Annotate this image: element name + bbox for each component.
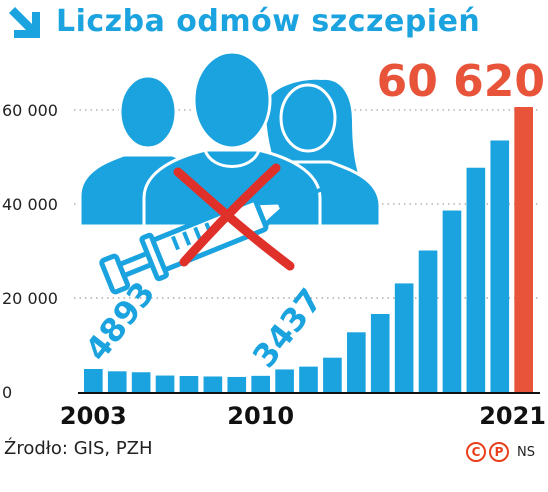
bar-2019	[466, 167, 486, 392]
bar-2020	[490, 140, 510, 392]
bar-2017	[418, 250, 438, 392]
vaccine-refusal-illustration	[78, 50, 382, 295]
arrow-down-right-icon	[9, 7, 40, 38]
credit: C P NS	[466, 440, 535, 464]
bar-2014	[346, 332, 366, 392]
bar-2013	[323, 357, 342, 392]
bar-2008	[203, 376, 223, 392]
copyright-c-icon: C	[466, 442, 486, 462]
bar-2021	[514, 107, 533, 392]
bar-2016	[394, 283, 414, 392]
source-note: Źrodło: GIS, PZH	[4, 438, 153, 459]
bars	[84, 107, 533, 392]
y-tick-label: 20 000	[2, 289, 58, 308]
x-tick-label: 2010	[227, 402, 294, 430]
y-tick-label: 0	[2, 383, 12, 402]
bar-2010	[251, 375, 271, 392]
x-tick-label: 2003	[60, 402, 127, 430]
bar-2012	[299, 366, 318, 392]
bar-2006	[155, 375, 175, 392]
cross-mark-icon	[173, 163, 295, 271]
author-initials: NS	[517, 444, 535, 460]
bar-2004	[107, 371, 127, 392]
chart-title: Liczba odmów szczepień	[56, 4, 481, 39]
bar-2007	[179, 376, 199, 392]
bar-2015	[370, 313, 390, 392]
highlight-value: 60 620	[377, 56, 545, 107]
bar-2005	[131, 372, 151, 392]
drop-icon	[332, 194, 344, 216]
x-tick-label: 2021	[479, 402, 546, 430]
bar-2011	[275, 369, 294, 392]
value-annotation: 3437	[245, 281, 330, 375]
bar-2009	[227, 376, 247, 392]
x-tick-labels: 2003 2010 2021	[60, 402, 546, 430]
bar-2018	[442, 210, 462, 392]
y-tick-labels: 0 20 000 40 000 60 000	[2, 101, 58, 402]
y-tick-label: 40 000	[2, 195, 58, 214]
y-tick-label: 60 000	[2, 101, 58, 120]
bar-2003	[84, 368, 103, 392]
copyright-p-icon: P	[489, 442, 509, 462]
